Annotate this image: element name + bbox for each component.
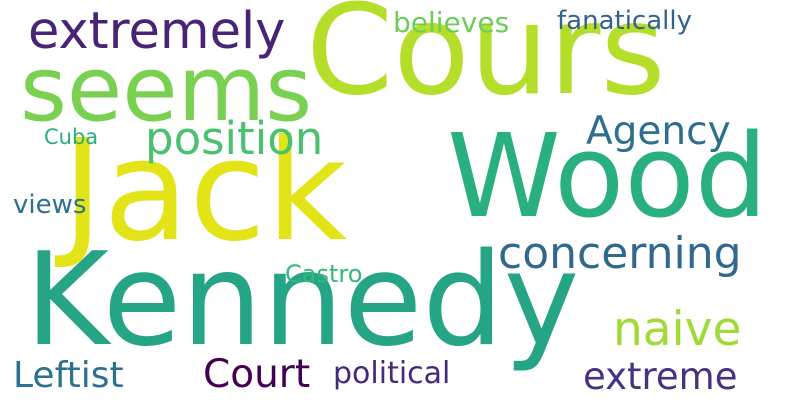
word-agency: Agency xyxy=(586,109,731,154)
word-court: Court xyxy=(203,352,311,397)
word-seems: seems xyxy=(20,37,313,142)
word-castro: Castro xyxy=(285,260,363,288)
word-wood: Wood xyxy=(447,110,768,244)
word-extremely: extremely xyxy=(28,2,286,61)
word-cours: Cours xyxy=(306,0,666,123)
word-jack: Jack xyxy=(62,110,348,273)
word-kennedy: Kennedy xyxy=(25,226,580,375)
word-views: views xyxy=(13,190,87,220)
word-extreme: extreme xyxy=(583,355,738,398)
word-naive: naive xyxy=(613,302,742,357)
word-leftist: Leftist xyxy=(13,355,124,396)
word-believes: believes xyxy=(393,6,510,39)
word-position: position xyxy=(145,112,324,165)
word-political: political xyxy=(333,356,451,391)
word-cuba: Cuba xyxy=(44,125,99,149)
word-concerning: concerning xyxy=(498,228,742,279)
word-fanatically: fanatically xyxy=(557,6,692,36)
